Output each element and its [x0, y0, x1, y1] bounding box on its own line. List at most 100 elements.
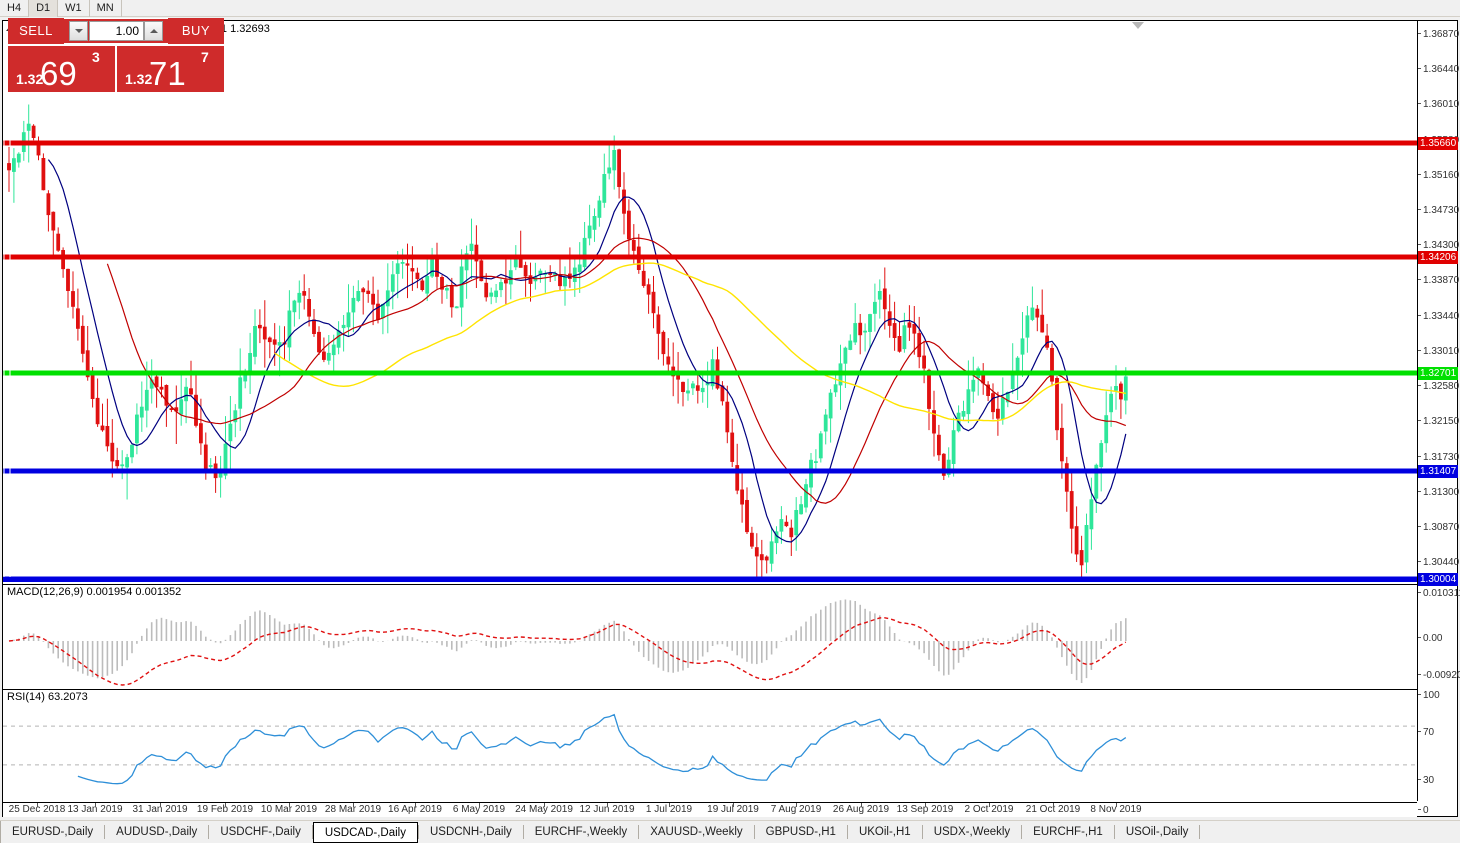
level-tag-resistance-1[interactable]: 1.35660: [1418, 137, 1458, 150]
level-tag-pivot-green[interactable]: 1.32701: [1418, 367, 1458, 380]
candlestick-series: [7, 104, 1128, 582]
date-tick: [544, 803, 545, 807]
date-label: 26 Aug 2019: [832, 804, 890, 815]
price-tick: 1.34730: [1418, 205, 1459, 217]
chart-tab-usdchfdaily[interactable]: USDCHF-,Daily: [220, 826, 301, 838]
chart-window: USDCAD-,Daily1.32062 1.32713 1.31901 1.3…: [2, 20, 1460, 817]
level-tag-support-1[interactable]: 1.31407: [1418, 465, 1458, 478]
date-tick: [669, 803, 670, 807]
date-tick: [861, 803, 862, 807]
price-tick: 1.30870: [1418, 522, 1459, 534]
rsi-label: RSI(14) 63.2073: [7, 691, 88, 703]
oct-quote-row: 1.32 69 3 1.32 71 7: [8, 46, 224, 92]
timeframe-h4[interactable]: H4: [0, 0, 30, 17]
chart-tab-usdcaddaily[interactable]: USDCAD-,Daily: [312, 822, 418, 843]
date-label: 7 Aug 2019: [770, 804, 822, 815]
chart-tab-eurusddaily[interactable]: EURUSD-,Daily: [12, 826, 94, 838]
date-tick: [1116, 803, 1117, 807]
price-tick: 1.31300: [1418, 487, 1459, 499]
buy-price-box[interactable]: 1.32 71 7: [117, 46, 224, 92]
price-tick: 1.32150: [1418, 416, 1459, 428]
price-tick: 1.33870: [1418, 275, 1459, 287]
chart-tab-ukoilh1[interactable]: UKOil-,H1: [858, 826, 911, 838]
date-tick: [989, 803, 990, 807]
price-tick: 1.36440: [1418, 64, 1459, 76]
one-click-trading-panel: SELL 1.00 BUY 1.32 69 3 1.32 71 7: [8, 18, 224, 103]
price-scale[interactable]: 1.368701.364401.360101.355801.351601.347…: [1417, 21, 1460, 816]
price-tick: 1.31730: [1418, 452, 1459, 464]
price-tick: 30: [1418, 775, 1458, 787]
date-label: 31 Jan 2019: [132, 804, 188, 815]
buy-price-main: 71: [149, 55, 186, 92]
date-label: 13 Jan 2019: [67, 804, 123, 815]
chart-tab-usdcnhdaily[interactable]: USDCNH-,Daily: [429, 826, 512, 838]
date-tick: [479, 803, 480, 807]
chart-tab-xauusdweekly[interactable]: XAUUSD-,Weekly: [650, 826, 743, 838]
tab-separator: [1199, 825, 1201, 839]
date-label: 28 Mar 2019: [324, 804, 382, 815]
timeframe-d1[interactable]: D1: [29, 0, 59, 17]
date-label: 2 Oct 2019: [964, 804, 1014, 815]
chevron-up-icon: [149, 29, 158, 33]
buy-button[interactable]: BUY: [168, 18, 224, 44]
tab-separator: [417, 825, 419, 839]
date-label: 19 Jul 2019: [707, 804, 759, 815]
date-tick: [95, 803, 96, 807]
sell-price-prefix: 1.32: [16, 71, 44, 87]
price-tick: 1.30440: [1418, 557, 1459, 569]
buy-price-prefix: 1.32: [125, 71, 153, 87]
date-label: 10 Mar 2019: [260, 804, 318, 815]
timeframe-w1[interactable]: W1: [58, 0, 90, 17]
volume-increment-button[interactable]: [144, 21, 163, 41]
tab-separator: [753, 825, 755, 839]
price-tick: -0.00920: [1418, 670, 1460, 682]
macd-pane: MACD(12,26,9) 0.001954 0.001352: [3, 584, 1417, 688]
price-tick: 0: [1418, 805, 1458, 817]
sell-price-box[interactable]: 1.32 69 3: [8, 46, 115, 92]
date-label: 1 Jul 2019: [645, 804, 693, 815]
tabbar-edge: [0, 821, 1, 843]
level-tag-resistance-2[interactable]: 1.34206: [1418, 251, 1458, 264]
date-tick: [353, 803, 354, 807]
volume-input[interactable]: 1.00: [89, 21, 144, 41]
chart-tab-gbpusdh1[interactable]: GBPUSD-,H1: [765, 826, 836, 838]
date-tick: [415, 803, 416, 807]
price-tick: 70: [1418, 727, 1458, 739]
sell-button[interactable]: SELL: [8, 18, 64, 44]
date-tick: [289, 803, 290, 807]
date-scale[interactable]: 25 Dec 2018 13 Jan 2019 31 Jan 2019 19 Feb …: [3, 802, 1417, 817]
chart-tab-audusddaily[interactable]: AUDUSD-,Daily: [116, 826, 198, 838]
volume-decrement-button[interactable]: [69, 21, 88, 41]
chart-tab-usoildaily[interactable]: USOil-,Daily: [1125, 826, 1189, 838]
tab-separator: [311, 825, 313, 839]
chart-tab-eurchfh1[interactable]: EURCHF-,H1: [1033, 826, 1103, 838]
price-tick: 1.33440: [1418, 311, 1459, 323]
date-label: 8 Nov 2019: [1090, 804, 1142, 815]
date-tick: [160, 803, 161, 807]
level-tag-support-2[interactable]: 1.30004: [1418, 573, 1458, 586]
tab-separator: [846, 825, 848, 839]
chart-shift-marker-icon[interactable]: [1132, 22, 1144, 29]
date-tick: [796, 803, 797, 807]
date-tick: [733, 803, 734, 807]
oct-top-row: SELL 1.00 BUY: [8, 18, 224, 44]
rsi-pane: RSI(14) 63.2073: [3, 689, 1417, 801]
price-tick: 0.010311: [1418, 588, 1460, 600]
level-line-support-2[interactable]: [3, 577, 1417, 582]
price-tick: 1.32580: [1418, 381, 1459, 393]
chevron-down-icon: [74, 29, 83, 33]
tab-separator: [522, 825, 524, 839]
chart-tab-usdxweekly[interactable]: USDX-,Weekly: [933, 826, 1011, 838]
date-tick: [225, 803, 226, 807]
date-label: 12 Jun 2019: [579, 804, 635, 815]
date-label: 13 Sep 2019: [896, 804, 954, 815]
price-tick: 1.33010: [1418, 346, 1459, 358]
chart-tab-eurchfweekly[interactable]: EURCHF-,Weekly: [534, 826, 628, 838]
timeframe-mn[interactable]: MN: [90, 0, 122, 17]
tab-separator: [1021, 825, 1023, 839]
sell-price-main: 69: [40, 55, 77, 92]
date-label: 19 Feb 2019: [196, 804, 254, 815]
date-tick: [1053, 803, 1054, 807]
macd-chart-svg: [8, 599, 1127, 686]
